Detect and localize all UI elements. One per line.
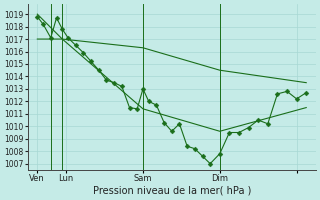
X-axis label: Pression niveau de la mer( hPa ): Pression niveau de la mer( hPa ) bbox=[92, 186, 251, 196]
